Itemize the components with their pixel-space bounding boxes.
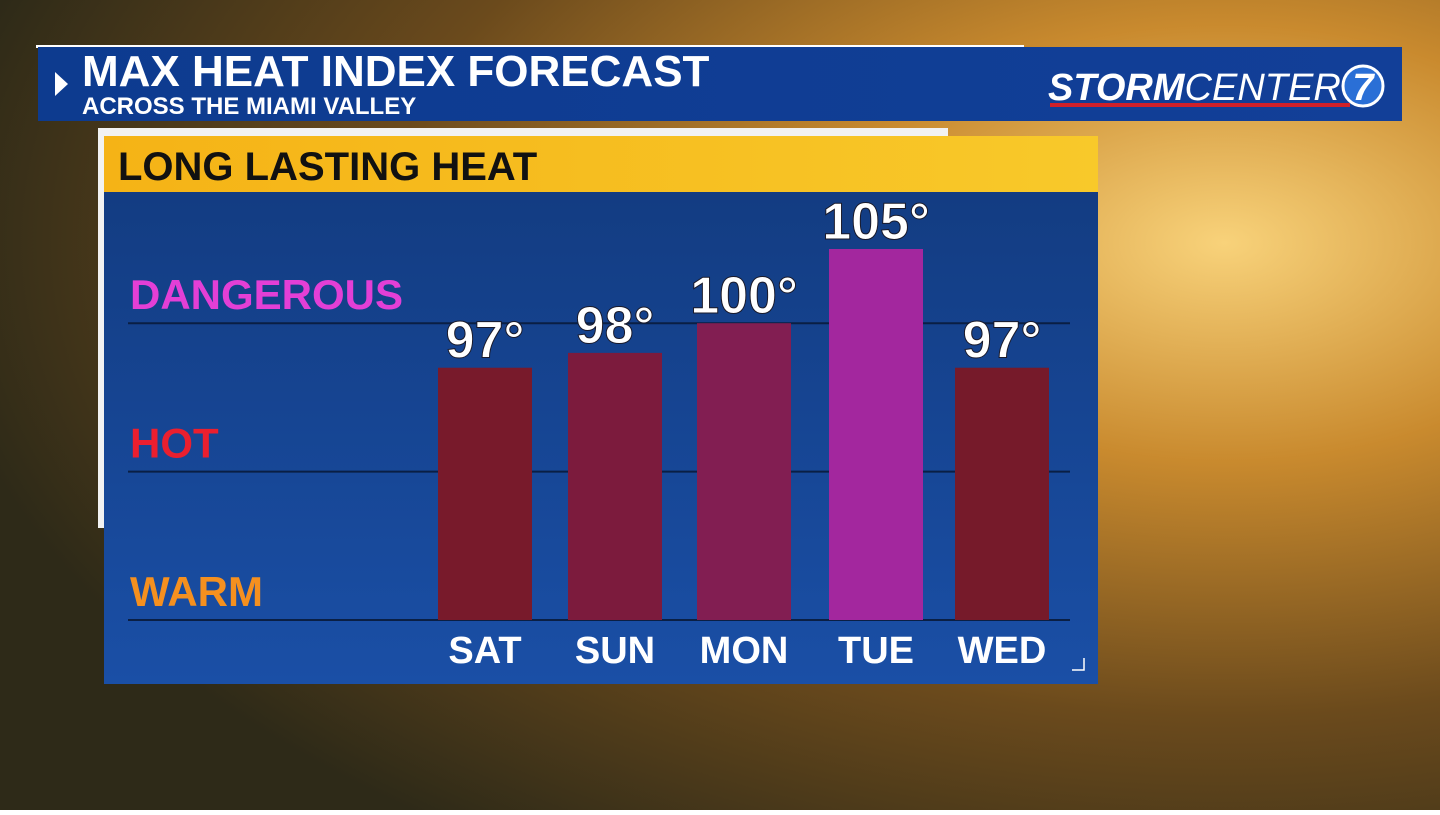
- logo-underline: [1050, 103, 1350, 107]
- header-arrow: [55, 72, 68, 96]
- header-subtitle: ACROSS THE MIAMI VALLEY: [82, 93, 416, 120]
- logo-light: CENTER: [1185, 67, 1341, 109]
- logo-badge: [1341, 64, 1385, 108]
- value-label: 105°: [822, 193, 930, 251]
- header-accent: [36, 45, 1024, 48]
- value-label: 100°: [690, 267, 798, 325]
- bar: [697, 323, 791, 620]
- bar: [955, 367, 1049, 620]
- bar: [568, 352, 662, 620]
- y-tick-label: HOT: [130, 420, 219, 467]
- bar: [829, 249, 923, 620]
- y-tick-label: DANGEROUS: [130, 271, 403, 318]
- logo-number: 7: [1352, 67, 1375, 109]
- logo: STORMCENTER: [1048, 67, 1341, 109]
- x-tick-label: WED: [958, 630, 1047, 672]
- header-title: MAX HEAT INDEX FORECAST: [82, 47, 710, 96]
- x-tick-label: TUE: [838, 630, 914, 672]
- value-label: 97°: [446, 312, 525, 370]
- chart-title: LONG LASTING HEAT: [118, 145, 537, 189]
- y-tick-label: WARM: [130, 568, 263, 615]
- x-tick-label: SAT: [448, 630, 521, 672]
- corner-mark: [1072, 658, 1085, 671]
- x-tick-label: SUN: [575, 630, 655, 672]
- logo-bold: STORM: [1048, 67, 1186, 109]
- x-tick-label: MON: [700, 630, 789, 672]
- value-label: 97°: [963, 312, 1042, 370]
- chart-title-bar: [104, 136, 1098, 192]
- bar: [438, 367, 532, 620]
- value-label: 98°: [576, 297, 655, 355]
- header-bar: [38, 47, 1402, 121]
